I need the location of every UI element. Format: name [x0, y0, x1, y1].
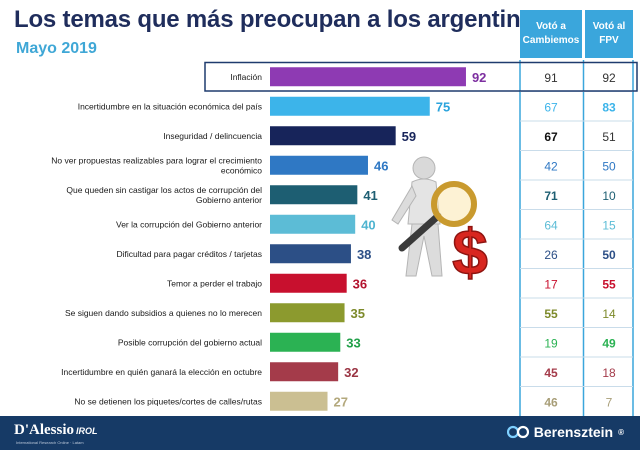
bar	[270, 244, 351, 264]
bar-value-label: 46	[374, 158, 388, 173]
category-label: Dificultad para pagar créditos / tarjeta…	[116, 249, 262, 259]
dalessio-tagline: International Research Online · Latam	[16, 440, 84, 445]
cambiemos-value: 67	[544, 130, 558, 144]
cambiemos-value: 17	[544, 277, 558, 291]
bar	[270, 332, 341, 352]
category-label: Se siguen dando subsidios a quienes no l…	[65, 308, 262, 318]
category-label-line: Inseguridad / delincuencia	[163, 131, 262, 141]
footer-bar: D'Alessio IROL International Research Onl…	[0, 416, 640, 450]
fpv-value: 92	[602, 71, 616, 85]
bar	[270, 362, 339, 382]
category-label: Temor a perder el trabajo	[167, 278, 262, 288]
category-label-line: Incertidumbre en quién ganará la elecció…	[61, 367, 262, 377]
berensztein-logo-text: Berensztein	[533, 424, 614, 440]
dalessio-logo-text: D'Alessio	[14, 422, 74, 438]
bar	[270, 391, 328, 411]
fpv-value: 18	[602, 366, 616, 380]
category-label-line: Inflación	[230, 72, 262, 82]
category-label: Inflación	[230, 72, 262, 82]
bar-value-label: 59	[402, 129, 416, 144]
fpv-value: 51	[602, 130, 616, 144]
fpv-value: 7	[606, 395, 613, 409]
cambiemos-value: 55	[544, 307, 558, 321]
bar-value-label: 92	[472, 70, 486, 85]
bar-value-label: 32	[344, 365, 358, 380]
column-header-cambiemos: Votó a Cambiemos	[520, 10, 582, 58]
bar	[270, 67, 466, 87]
category-label-line: Dificultad para pagar créditos / tarjeta…	[116, 249, 262, 259]
fpv-value: 49	[602, 336, 616, 350]
fpv-value: 50	[602, 248, 616, 262]
category-label-line: Se siguen dando subsidios a quienes no l…	[65, 308, 262, 318]
page-subtitle: Mayo 2019	[16, 40, 97, 57]
fpv-value: 10	[602, 189, 616, 203]
bar-value-label: 40	[361, 217, 375, 232]
bar-value-label: 33	[346, 335, 360, 350]
column-header-fpv-label: Votó al FPV	[592, 21, 626, 46]
category-label: Incertidumbre en quién ganará la elecció…	[61, 367, 262, 377]
fpv-value: 55	[602, 277, 616, 291]
fpv-value: 50	[602, 159, 616, 173]
bar	[270, 273, 347, 293]
category-label: Inseguridad / delincuencia	[163, 131, 262, 141]
magnifier-figure-icon: $	[391, 156, 489, 289]
bar-chart: 92 Inflación 91 92 75 Incertidumbre en la sit…	[51, 60, 638, 416]
cambiemos-value: 26	[544, 248, 558, 262]
category-label: Que queden sin castigar los actos de cor…	[66, 185, 262, 205]
bar-value-label: 38	[357, 247, 371, 262]
category-label-line: Ver la corrupción del Gobierno anterior	[116, 219, 262, 229]
dollar-sign-icon: $	[451, 215, 488, 289]
bar-value-label: 75	[436, 99, 450, 114]
magnifying-glass-icon	[398, 181, 477, 252]
svg-text:$: $	[452, 216, 488, 288]
bar-value-label: 35	[351, 306, 365, 321]
bar	[270, 214, 356, 234]
bar	[270, 96, 430, 116]
cambiemos-value: 46	[544, 395, 558, 409]
cambiemos-value: 42	[544, 159, 558, 173]
category-label-line: Incertidumbre en la situación económica …	[78, 101, 262, 111]
figure-body-icon	[391, 156, 443, 277]
irol-logo-text: IROL	[76, 426, 98, 436]
category-label-line: Posible corrupción del gobierno actual	[118, 337, 262, 347]
category-label-line: Temor a perder el trabajo	[167, 278, 262, 288]
cambiemos-value: 64	[544, 218, 558, 232]
highlight-row-box	[204, 61, 638, 92]
cambiemos-value: 71	[544, 189, 558, 203]
fpv-value: 14	[602, 307, 616, 321]
cambiemos-value: 91	[544, 71, 558, 85]
dalessio-irol-logo: D'Alessio IROL	[14, 422, 98, 439]
bar	[270, 155, 368, 175]
category-label-line: No ver propuestas realizables para logra…	[51, 155, 262, 165]
category-label-line: Gobierno anterior	[196, 195, 262, 205]
category-label-line: económico	[221, 165, 262, 175]
category-label: Posible corrupción del gobierno actual	[118, 337, 262, 347]
fpv-value: 83	[602, 100, 616, 114]
bar	[270, 303, 345, 323]
category-label: No se detienen los piquetes/cortes de ca…	[74, 396, 262, 406]
bar	[270, 185, 358, 205]
bar-value-label: 27	[334, 394, 348, 409]
berensztein-mark-icon	[506, 425, 529, 439]
category-label-line: No se detienen los piquetes/cortes de ca…	[74, 396, 262, 406]
cambiemos-value: 67	[544, 100, 558, 114]
category-label: No ver propuestas realizables para logra…	[51, 155, 262, 175]
column-header-cambiemos-label: Votó a Cambiemos	[522, 21, 580, 46]
berensztein-logo: Berensztein ®	[506, 424, 624, 440]
category-label: Incertidumbre en la situación económica …	[78, 101, 262, 111]
category-label-line: Que queden sin castigar los actos de cor…	[66, 185, 262, 195]
category-label: Ver la corrupción del Gobierno anterior	[116, 219, 262, 229]
cambiemos-value: 45	[544, 366, 558, 380]
cambiemos-value: 19	[544, 336, 558, 350]
bar-value-label: 41	[363, 188, 377, 203]
page-title: Los temas que más preocupan a los argent…	[14, 6, 549, 33]
fpv-value: 15	[602, 218, 616, 232]
bar-value-label: 36	[353, 276, 367, 291]
column-header-fpv: Votó al FPV	[585, 10, 633, 58]
bar	[270, 126, 396, 146]
berensztein-registered-mark: ®	[618, 427, 624, 437]
